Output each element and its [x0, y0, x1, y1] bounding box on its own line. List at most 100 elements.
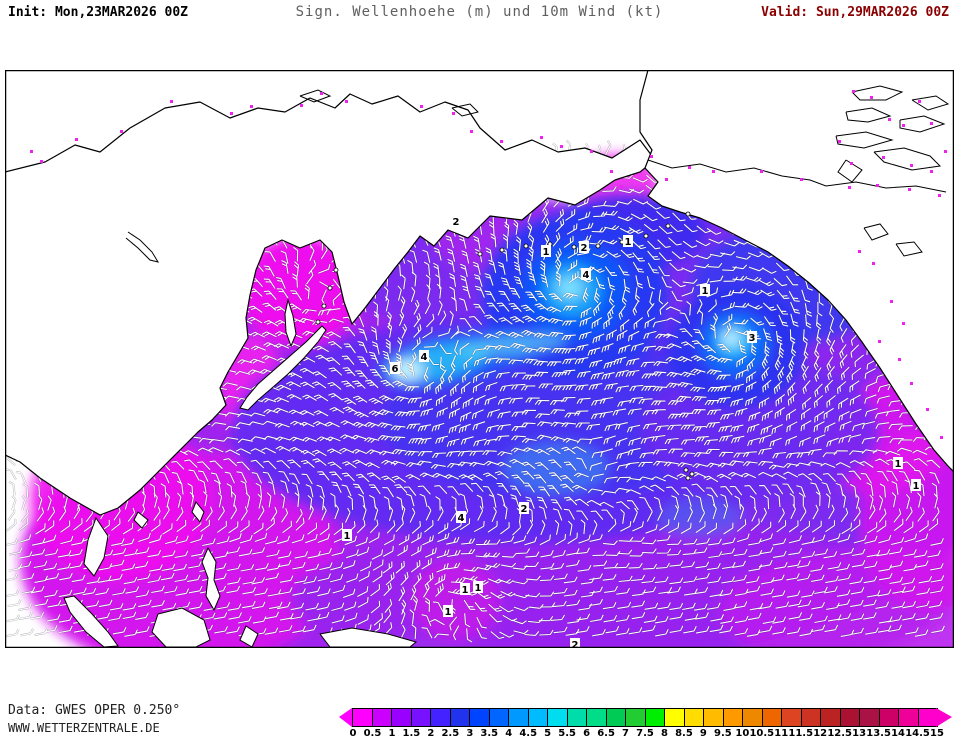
coastline-outline — [863, 223, 889, 241]
legend-cell — [684, 709, 704, 726]
wave-height-label: 1 — [913, 481, 920, 492]
wave-height-label-box — [342, 529, 352, 541]
wave-height-label-box — [570, 638, 580, 647]
speckle — [250, 105, 253, 108]
website-label: WWW.WETTERZENTRALE.DE — [8, 721, 160, 735]
legend-cell — [528, 709, 548, 726]
legend-tick-label: 0 — [349, 728, 357, 739]
speckle — [500, 140, 503, 143]
speckle — [890, 300, 893, 303]
wave-height-label-box — [623, 235, 633, 247]
legend-color-bar — [352, 708, 938, 727]
island-borneo — [151, 607, 211, 647]
legend-cell — [587, 709, 607, 726]
wave-height-label-box — [451, 215, 461, 227]
legend-tick-label: 3.5 — [480, 728, 499, 739]
legend-cell — [782, 709, 802, 726]
legend-cell — [411, 709, 431, 726]
speckle — [170, 100, 173, 103]
wave-height-label: 3 — [749, 333, 756, 344]
speckle — [665, 178, 668, 181]
legend-cell — [509, 709, 529, 726]
speckle — [882, 156, 885, 159]
legend-tick-label: 8.5 — [675, 728, 693, 739]
small-island-dot — [321, 303, 327, 309]
speckle — [838, 140, 841, 143]
small-island-dot — [499, 247, 505, 253]
speckle — [930, 122, 933, 125]
wave-field-blob — [723, 331, 739, 345]
legend-cell — [821, 709, 841, 726]
legend-tick-label: 6.5 — [597, 728, 615, 739]
wave-height-label: 1 — [702, 286, 709, 297]
legend-cell — [372, 709, 392, 726]
legend-cell — [840, 709, 860, 726]
island-sakhalin — [284, 298, 297, 348]
legend-cell — [548, 709, 568, 726]
speckle — [850, 162, 853, 165]
legend-tick-label: 11.5 — [788, 728, 814, 739]
legend-tick-label: 4.5 — [519, 728, 538, 739]
legend-tick-label: 11 — [774, 728, 789, 739]
small-island-dot — [523, 243, 529, 249]
speckle — [120, 130, 123, 133]
speckle — [345, 100, 348, 103]
legend-tick-label: 1 — [388, 728, 396, 739]
legend-cell — [470, 709, 490, 726]
legend-cell — [899, 709, 919, 726]
legend-cell — [567, 709, 587, 726]
wave-height-label-box — [443, 605, 453, 617]
speckle — [452, 112, 455, 115]
legend-cell — [450, 709, 470, 726]
wave-height-label-box — [747, 331, 757, 343]
speckle — [848, 186, 851, 189]
speckle — [878, 340, 881, 343]
wave-height-label-box — [541, 245, 551, 257]
wave-height-label-box — [579, 241, 589, 253]
legend-tick-label: 12.5 — [827, 728, 852, 739]
small-island-dot — [333, 267, 339, 273]
legend-cell — [801, 709, 821, 726]
legend-tick-label: 10.5 — [749, 728, 775, 739]
legend-cell — [918, 709, 937, 726]
legend-tick-label: 2 — [427, 728, 435, 739]
legend-tick-label: 7 — [622, 728, 630, 739]
legend-tick-label: 15 — [930, 728, 944, 739]
island-new-guinea — [319, 627, 418, 647]
speckle — [610, 170, 613, 173]
wave-height-label: 1 — [543, 247, 550, 258]
small-island-dot — [477, 251, 483, 257]
valid-time-label: Valid: Sun,29MAR2026 00Z — [761, 5, 949, 20]
speckle — [230, 112, 233, 115]
speckle — [926, 408, 929, 411]
speckle — [800, 178, 803, 181]
speckle — [918, 100, 921, 103]
legend-cell — [879, 709, 899, 726]
wave-field-blob — [556, 276, 584, 300]
small-island-dot — [315, 319, 321, 325]
speckle — [876, 184, 879, 187]
wave-height-label-box — [911, 479, 921, 491]
speckle — [320, 92, 323, 95]
speckle — [938, 194, 941, 197]
wave-height-label: 1 — [625, 237, 632, 248]
speckle — [908, 188, 911, 191]
speckle — [944, 150, 947, 153]
speckle — [902, 322, 905, 325]
wave-field-blob — [238, 235, 362, 345]
wave-height-label-box — [473, 581, 483, 593]
small-island-dot — [665, 223, 671, 229]
wave-height-label: 1 — [445, 607, 452, 618]
legend-cell — [353, 709, 373, 726]
small-island-dot — [595, 243, 601, 249]
wave-height-label-box — [390, 362, 400, 374]
speckle — [872, 262, 875, 265]
legend-cell — [723, 709, 743, 726]
speckle — [852, 90, 855, 93]
wave-height-label-box — [581, 268, 591, 280]
wave-height-label-box — [419, 350, 429, 362]
legend-tick-label: 4 — [505, 728, 513, 739]
